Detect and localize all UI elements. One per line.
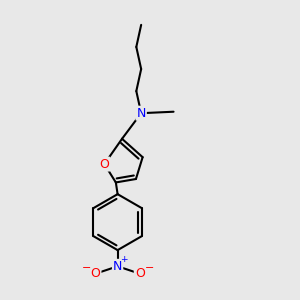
- Text: −: −: [81, 263, 91, 273]
- Text: O: O: [99, 158, 109, 171]
- Text: O: O: [91, 267, 100, 280]
- Text: +: +: [120, 255, 128, 264]
- Text: −: −: [144, 263, 154, 273]
- Text: N: N: [136, 107, 146, 120]
- Text: O: O: [135, 267, 145, 280]
- Text: N: N: [113, 260, 122, 273]
